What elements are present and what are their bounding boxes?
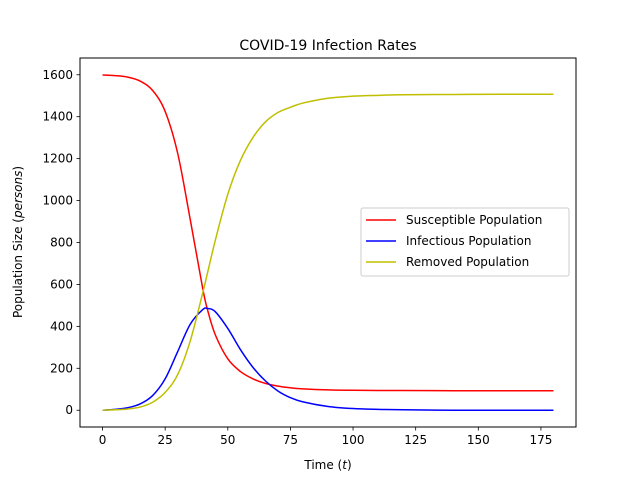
y-tick-label: 1600 — [42, 68, 73, 82]
legend-label: Infectious Population — [406, 234, 531, 248]
x-tick-label: 100 — [342, 433, 365, 447]
series-line-removed-population — [102, 93, 554, 411]
y-tick-label: 1200 — [42, 152, 73, 166]
x-tick-label: 75 — [283, 433, 298, 447]
plot-lines — [102, 74, 554, 412]
x-tick-label: 0 — [99, 433, 107, 447]
legend-label: Removed Population — [406, 255, 529, 269]
x-tick-label: 150 — [467, 433, 490, 447]
x-tick-label: 25 — [158, 433, 173, 447]
series-line-infectious-population — [102, 307, 554, 412]
legend: Susceptible Population Infectious Populat… — [360, 207, 570, 277]
y-tick-label: 1400 — [42, 110, 73, 124]
y-tick-label: 600 — [50, 277, 73, 291]
y-axis: 0 200 400 600 800 1000 1200 1400 1600 — [42, 68, 80, 417]
legend-box — [360, 207, 570, 277]
y-tick-label: 200 — [50, 361, 73, 375]
legend-label: Susceptible Population — [406, 213, 542, 227]
y-tick-label: 1000 — [42, 194, 73, 208]
y-axis-label: Population Size (persons) — [11, 166, 25, 318]
chart-title: COVID-19 Infection Rates — [239, 38, 416, 54]
y-tick-label: 800 — [50, 236, 73, 250]
y-tick-label: 0 — [65, 403, 73, 417]
x-tick-label: 125 — [404, 433, 427, 447]
y-tick-label: 400 — [50, 319, 73, 333]
x-axis: 0 25 50 75 100 125 150 175 — [99, 427, 552, 447]
x-tick-label: 175 — [529, 433, 552, 447]
series-line-susceptible-population — [102, 74, 554, 392]
x-tick-label: 50 — [220, 433, 235, 447]
x-axis-label: Time (t) — [303, 458, 351, 472]
